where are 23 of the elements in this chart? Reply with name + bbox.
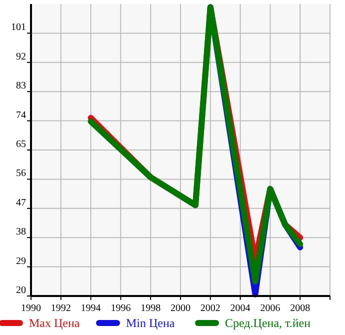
y-tick-label: 65 xyxy=(16,139,26,150)
y-tick-label: 74 xyxy=(16,110,26,121)
x-tick-label: 1994 xyxy=(80,303,101,314)
y-tick-label: 101 xyxy=(11,22,26,34)
x-tick-label: 2002 xyxy=(200,303,220,314)
y-tick-label: 47 xyxy=(16,197,26,208)
y-tick-label: 38 xyxy=(16,226,26,238)
y-tick-label: 56 xyxy=(16,168,26,180)
x-tick-label: 2006 xyxy=(260,303,280,314)
y-tick-label: 83 xyxy=(16,80,26,92)
legend-label: Min Цена xyxy=(126,316,176,330)
y-tick-label: 20 xyxy=(16,285,26,296)
x-tick-label: 2004 xyxy=(230,303,250,314)
y-tick-label: 29 xyxy=(16,256,26,267)
x-tick-label: 1998 xyxy=(140,303,161,314)
y-tick-label: 92 xyxy=(16,51,26,62)
legend-label: Сред.Цена, т.йен xyxy=(225,316,312,330)
x-tick-label: 2000 xyxy=(170,303,190,314)
x-tick-label: 2008 xyxy=(290,303,310,314)
x-tick-label: 1992 xyxy=(50,303,71,314)
x-tick-label: 1990 xyxy=(21,303,41,314)
x-tick-label: 1996 xyxy=(110,303,131,314)
legend-label: Max Цена xyxy=(29,316,80,330)
